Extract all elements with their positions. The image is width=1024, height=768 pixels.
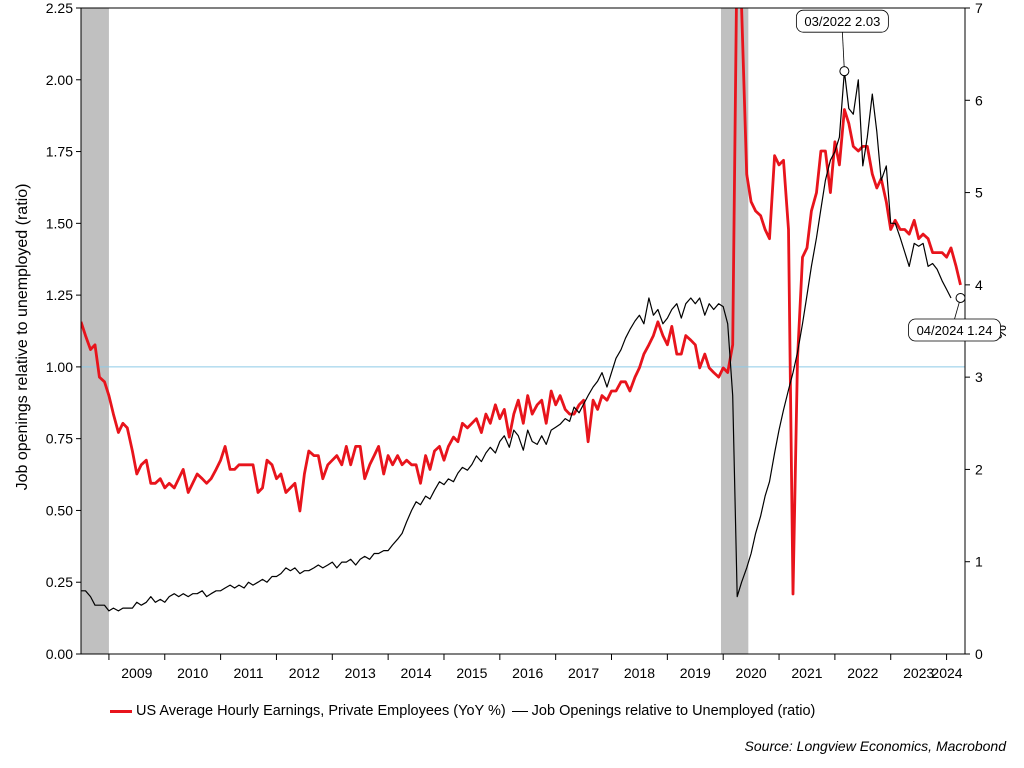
right-tick-label: 6	[975, 92, 983, 108]
x-tick-label: 2010	[177, 665, 208, 681]
left-axis: 0.00 0.25 0.50 0.75 1.00 1.25 1.50 1.75 2.00 2.25	[46, 0, 81, 662]
recession-band-1	[81, 8, 109, 654]
legend: US Average Hourly Earnings, Private Empl…	[110, 703, 821, 719]
legend-label-ratio: Job Openings relative to Unemployed (rat…	[531, 703, 816, 719]
left-axis-title: Job openings relative to unemployed (rat…	[14, 184, 31, 491]
x-tick-label: 2015	[456, 665, 487, 681]
left-tick-label: 0.75	[46, 431, 73, 447]
series-line-earnings	[81, 8, 962, 596]
legend-label-earnings: US Average Hourly Earnings, Private Empl…	[136, 703, 506, 719]
annotation-box	[795, 9, 889, 33]
left-tick-label: 0.00	[46, 646, 73, 662]
annotations: 03/2022 2.03 04/2024 1.24	[795, 9, 1001, 342]
annotation-leader	[841, 32, 845, 72]
right-axis: 0 1 2 3 4 5 6 7	[965, 0, 983, 662]
right-tick-label: 1	[975, 554, 983, 570]
x-tick-label: 2021	[791, 665, 822, 681]
right-tick-label: 5	[975, 185, 983, 201]
x-tick-label: 2013	[345, 665, 376, 681]
source-note: Source: Longview Economics, Macrobond	[744, 738, 1006, 754]
annotation-marker	[839, 66, 850, 77]
x-tick-label: 2024	[931, 665, 962, 681]
x-tick-label: 2019	[680, 665, 711, 681]
left-tick-label: 0.25	[46, 574, 73, 590]
recession-bands	[81, 8, 749, 654]
legend-item-ratio: Job Openings relative to Unemployed (rat…	[511, 703, 816, 719]
annotation-label: 04/2024 1.24	[917, 323, 993, 338]
x-tick-label: 2009	[121, 665, 152, 681]
series-line-ratio	[81, 70, 952, 612]
x-tick-label: 2023	[903, 665, 934, 681]
right-tick-label: 4	[975, 277, 983, 293]
annotation-marker	[955, 292, 966, 303]
right-tick-label: 7	[975, 0, 983, 16]
x-tick-label: 2018	[624, 665, 655, 681]
x-tick-label: 2022	[847, 665, 878, 681]
left-tick-label: 1.25	[46, 287, 73, 303]
chart: 0.00 0.25 0.50 0.75 1.00 1.25 1.50 1.75 2.00 2.25…	[14, 0, 1010, 681]
right-tick-label: 0	[975, 646, 983, 662]
left-tick-label: 2.00	[46, 72, 73, 88]
x-tick-label: 2011	[233, 665, 263, 681]
left-tick-label: 1.50	[46, 215, 73, 231]
x-tick-label: 2017	[568, 665, 599, 681]
legend-item-earnings: US Average Hourly Earnings, Private Empl…	[110, 703, 506, 719]
annotation-box	[908, 318, 1001, 342]
annotation-label: 03/2022 2.03	[804, 14, 880, 29]
x-tick-label: 2016	[512, 665, 543, 681]
right-tick-label: 3	[975, 369, 983, 385]
plot-frame	[80, 7, 966, 655]
x-axis: 2009 2010 2011 2012 2013 2014 2015 2016 2017 2018…	[108, 654, 963, 681]
series-layer	[81, 8, 962, 612]
x-tick-label: 2020	[736, 665, 767, 681]
x-tick-label: 2012	[289, 665, 320, 681]
legend-swatch-earnings	[110, 709, 132, 713]
left-tick-label: 0.50	[46, 502, 73, 518]
left-tick-label: 2.25	[46, 0, 73, 16]
right-tick-label: 2	[975, 461, 983, 477]
left-tick-label: 1.00	[46, 359, 73, 375]
left-tick-label: 1.75	[46, 144, 73, 160]
legend-swatch-ratio	[511, 710, 528, 712]
x-tick-label: 2014	[400, 665, 431, 681]
